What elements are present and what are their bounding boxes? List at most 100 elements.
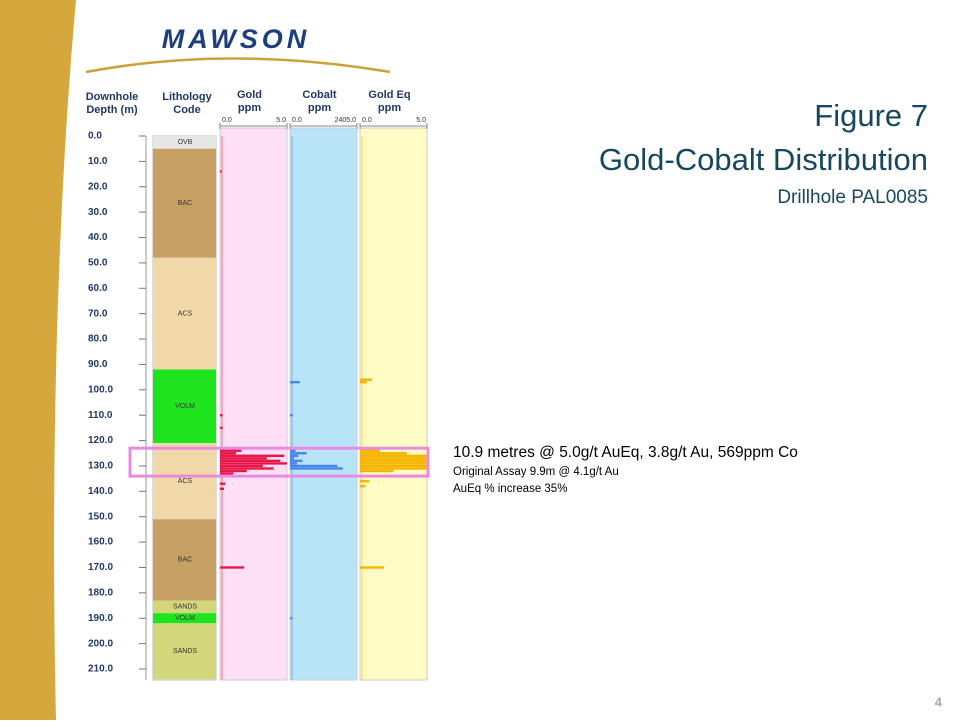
depth-label: 110.0 [88,410,113,421]
annotation: Original Assay 9.9m @ 4.1g/t Au [453,466,619,478]
assay-bar [290,464,338,468]
depth-label: 90.0 [88,359,108,370]
assay-bar [290,467,343,470]
assay-bar [290,454,299,457]
lithology-interval [153,257,216,370]
depth-label: 180.0 [88,587,113,598]
assay-bar [290,617,293,620]
depth-label: 0.0 [88,131,102,142]
depth-label: 160.0 [88,537,113,548]
depth-label: 30.0 [88,207,108,218]
assay-bar [290,457,295,460]
assay-bar [360,464,427,468]
assay-bar [360,459,427,463]
depth-label: 150.0 [88,511,113,522]
assay-bar [360,485,366,488]
column-background [289,127,358,681]
depth-label: 50.0 [88,258,108,269]
column-header: Gold Eq [368,89,410,101]
assay-bar [220,472,234,475]
assay-bar [290,452,307,455]
column-background [219,127,288,681]
assay-bar [360,469,394,473]
lithology-code: BAC [178,557,192,564]
logo: MAWSON [162,24,311,54]
assay-bar [220,457,267,460]
assay-bar [220,454,285,457]
lithology-code: ACS [178,311,193,318]
column-header: Gold [237,89,262,101]
assay-bar [360,454,427,457]
depth-label: 80.0 [88,334,108,345]
subtitle: Drillhole PAL0085 [777,187,928,208]
scale-label: 0.0 [292,117,302,124]
assay-bar [220,459,281,463]
header: Lithology [162,91,212,103]
column-background [359,127,428,681]
lithology-code: VOLM [175,615,195,622]
lithology-interval [153,519,216,601]
logo-arc [85,57,391,74]
lithology-interval [153,136,216,149]
assay-bar [360,467,427,470]
depth-label: 10.0 [88,156,108,167]
depth-label: 210.0 [88,664,113,675]
column-header: ppm [308,102,331,114]
assay-bar [220,464,263,468]
assay-bar [360,449,381,452]
highlight-box [128,446,430,478]
assay-bar [290,449,296,452]
assay-bar [360,566,385,569]
depth-label: 100.0 [88,384,113,395]
assay-bar [360,457,427,460]
assay-bar [220,449,242,452]
assay-bar [220,467,274,470]
lithology-interval [153,600,216,614]
assay-bar [360,452,407,455]
assay-bar [360,462,427,465]
depth-label: 60.0 [88,283,108,294]
lithology-interval [153,148,216,258]
lithology-code: SANDS [173,604,197,611]
assay-bar [290,459,303,463]
side-band [0,0,76,720]
lithology-code: BAC [178,200,192,207]
scale-label: 5.0 [276,117,286,124]
depth-label: 140.0 [88,486,113,497]
scale-label: 5.0 [416,117,426,124]
assay-bar [360,479,370,483]
depth-label: 20.0 [88,181,108,192]
depth-label: 200.0 [88,638,113,649]
assay-bar [220,452,237,455]
title: Gold-Cobalt Distribution [599,142,928,177]
depth-label: 190.0 [88,613,113,624]
depth-label: 120.0 [88,435,113,446]
assay-bar [360,378,373,381]
depth-label: 70.0 [88,308,108,319]
assay-bar [220,469,247,473]
lithology-interval [153,613,216,624]
annotation: 10.9 metres @ 5.0g/t AuEq, 3.8g/t Au, 56… [453,444,798,461]
scale-label: 0.0 [362,117,372,124]
assay-bar [220,487,225,490]
header: Depth (m) [86,104,138,116]
assay-bar [220,482,226,485]
lithology-code: VOLM [175,403,195,410]
assay-bar [290,380,300,384]
lithology-interval [153,623,216,680]
assay-bar [220,462,287,465]
lithology-code: ACS [178,478,193,485]
column-header: ppm [378,102,401,114]
depth-label: 170.0 [88,562,113,573]
column-header: ppm [238,102,261,114]
lithology-interval [153,443,216,520]
depth-label: 40.0 [88,232,108,243]
scale-label: 0.0 [222,117,232,124]
lithology-code: OVB [178,139,193,146]
assay-bar [220,566,245,569]
header: Code [173,104,201,116]
title: Figure 7 [814,98,928,133]
